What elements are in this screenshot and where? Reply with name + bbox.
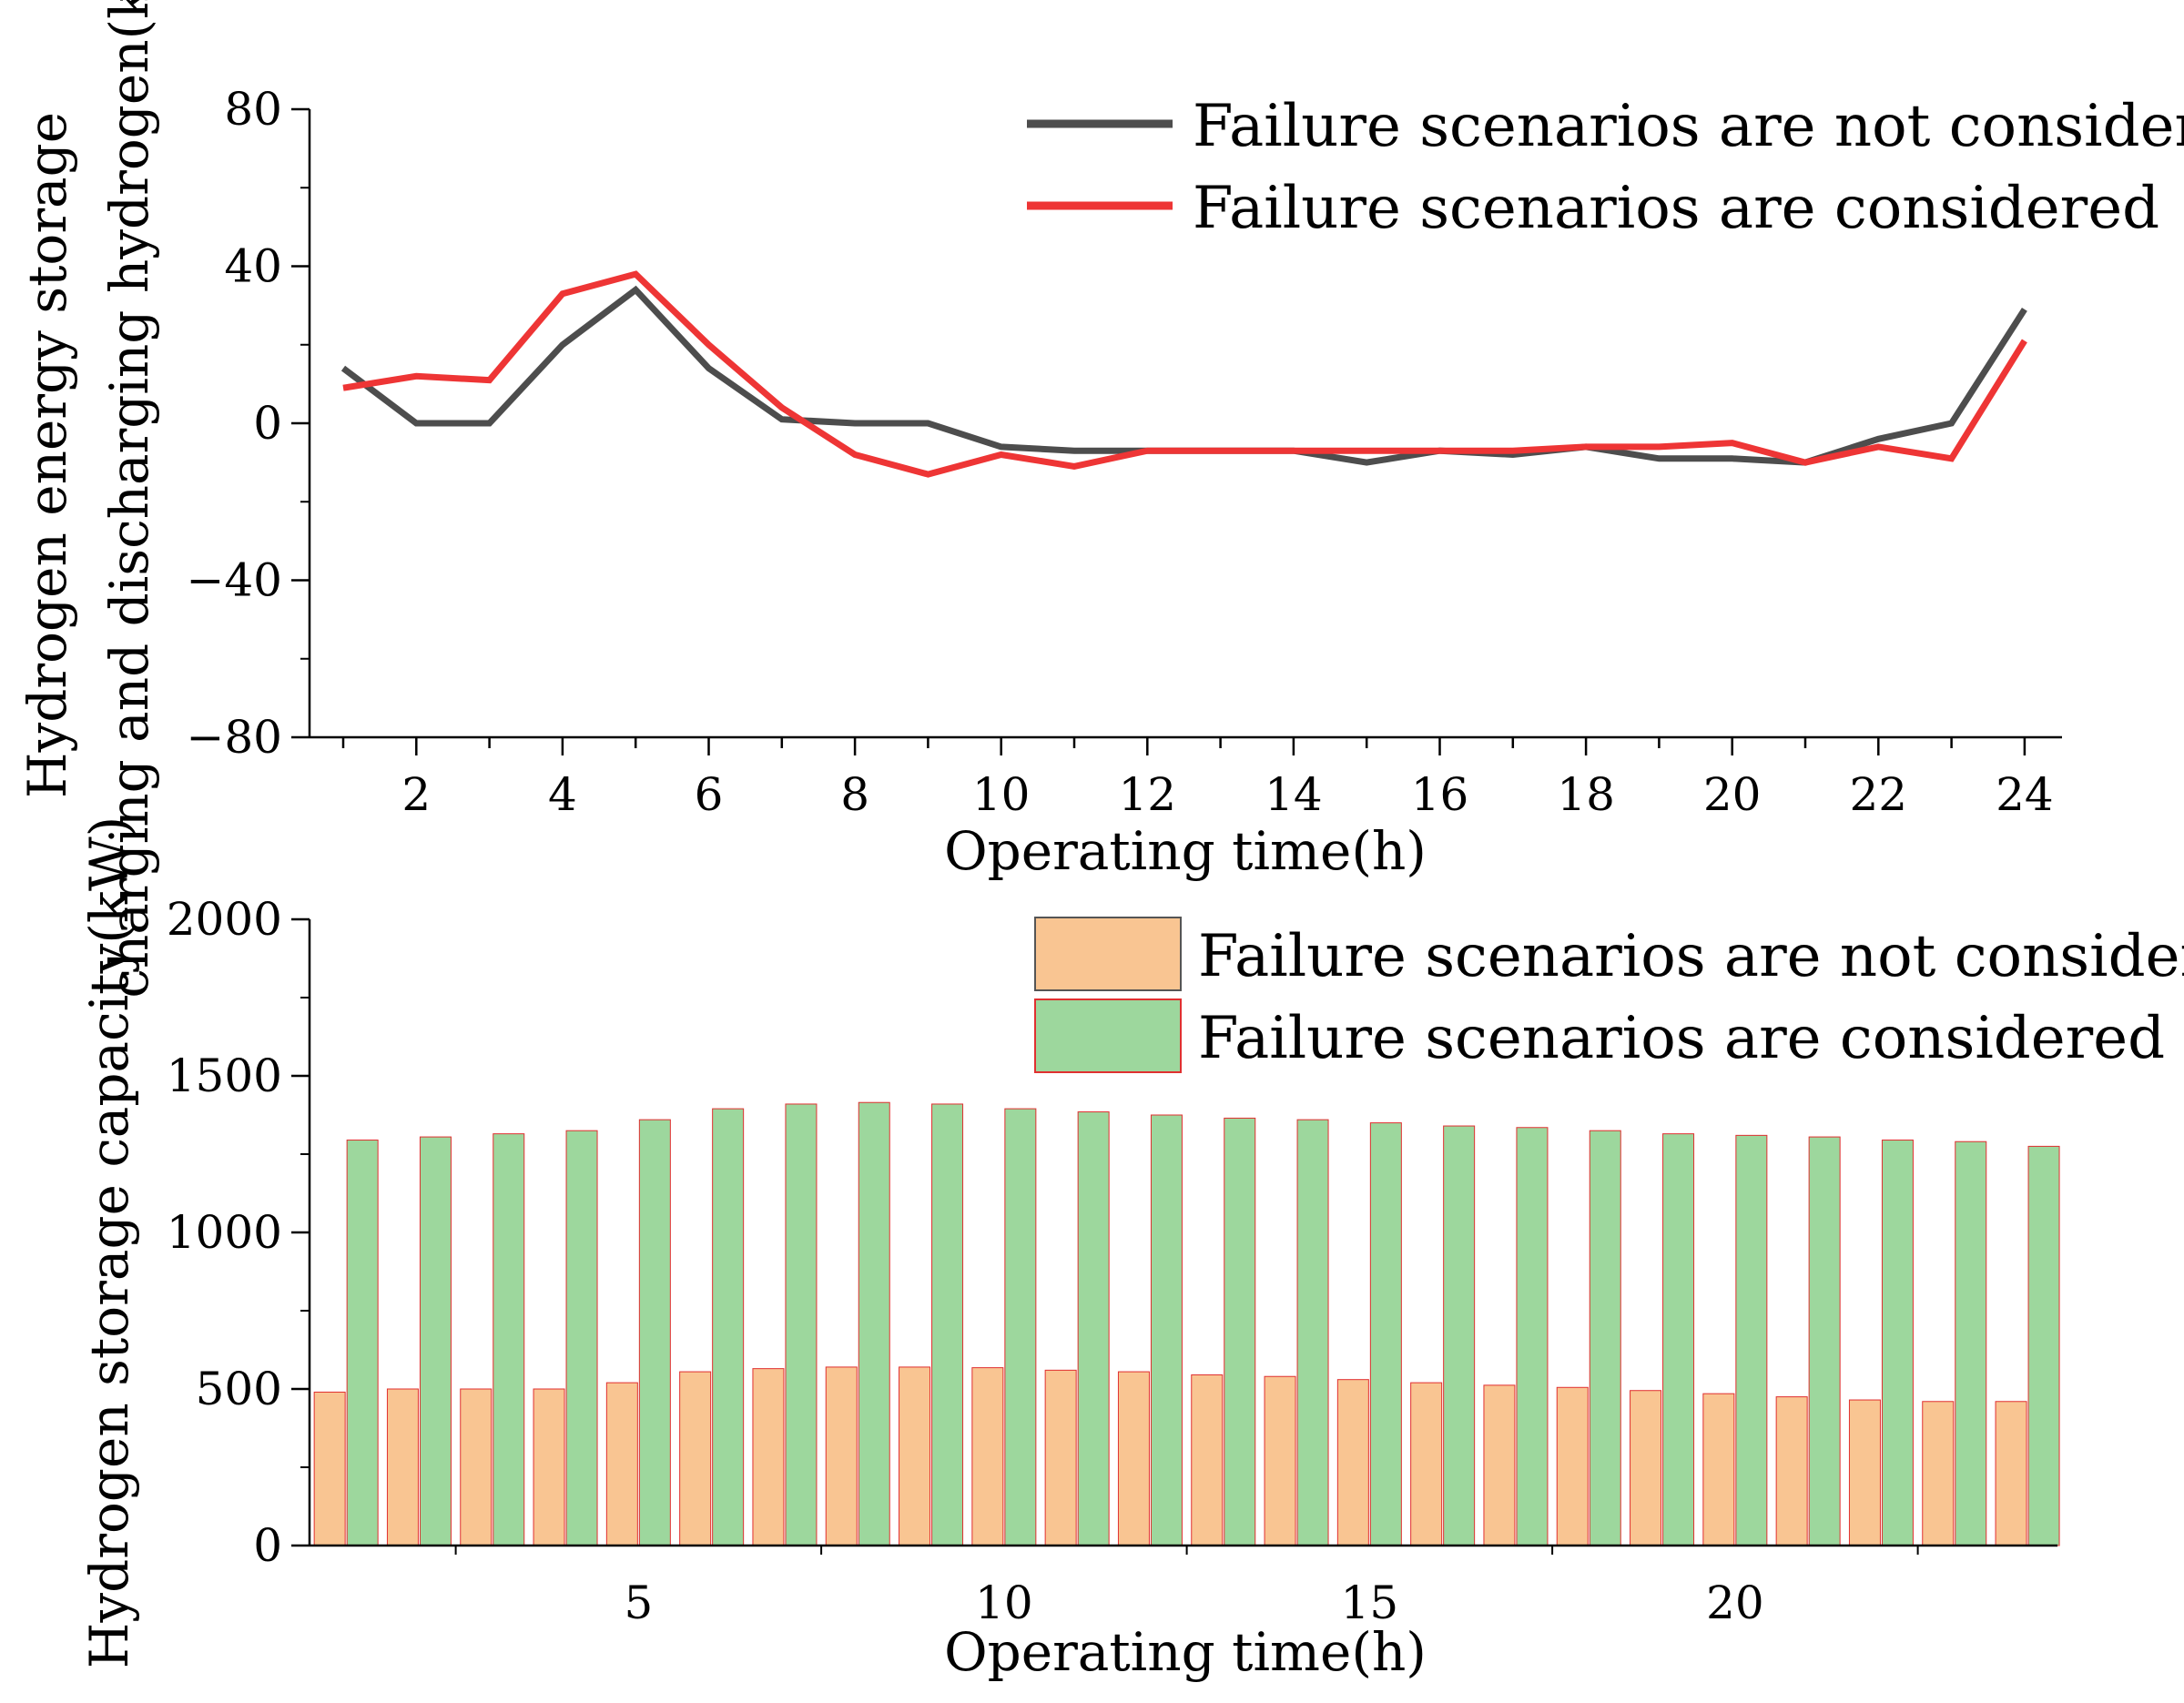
bar-chart-x-ticks: 5 10 15 20 bbox=[454, 1546, 1919, 1629]
line-chart-x-tick-label: 6 bbox=[695, 768, 724, 821]
legend-label-not-considered: Failure scenarios are not considered bbox=[1193, 93, 2184, 160]
bar-considered bbox=[1443, 1125, 1476, 1546]
bar-chart-x-tick-label: 20 bbox=[1706, 1576, 1764, 1629]
line-chart-x-tick-label: 12 bbox=[1118, 768, 1176, 821]
bar-considered bbox=[712, 1108, 745, 1546]
legend-bar-label-not-considered: Failure scenarios are not considered bbox=[1198, 923, 2184, 990]
bar-considered bbox=[638, 1119, 671, 1546]
bar-considered bbox=[346, 1140, 379, 1546]
bar-considered bbox=[1150, 1114, 1183, 1546]
bar-chart-bars bbox=[313, 1101, 2060, 1546]
bar-not-considered bbox=[752, 1368, 785, 1546]
bar-chart-x-tick-label: 15 bbox=[1341, 1576, 1399, 1629]
line-chart-x-tick-label: 16 bbox=[1411, 768, 1469, 821]
bar-not-considered bbox=[533, 1388, 565, 1546]
line-chart-x-tick-label: 22 bbox=[1849, 768, 1907, 821]
line-chart-x-tick-label: 4 bbox=[548, 768, 577, 821]
bar-considered bbox=[1369, 1122, 1402, 1546]
bar-considered bbox=[1735, 1134, 1768, 1546]
bar-not-considered bbox=[1117, 1371, 1150, 1546]
bar-not-considered bbox=[386, 1388, 419, 1546]
line-chart-y-tick-label: 80 bbox=[224, 83, 282, 136]
bar-chart-legend: Failure scenarios are not considered Fai… bbox=[1034, 917, 2184, 1073]
line-chart-x-tick-label: 8 bbox=[840, 768, 869, 821]
line-chart-x-tick-label: 10 bbox=[972, 768, 1031, 821]
bar-not-considered bbox=[1410, 1382, 1443, 1546]
bar-not-considered bbox=[1044, 1369, 1077, 1546]
bar-considered bbox=[1516, 1127, 1549, 1546]
line-chart-x-label: Operating time(h) bbox=[944, 820, 1427, 882]
bar-not-considered bbox=[1264, 1375, 1296, 1546]
bar-not-considered bbox=[679, 1371, 712, 1546]
bar-considered bbox=[565, 1130, 598, 1546]
bar-considered bbox=[931, 1103, 964, 1546]
bar-considered bbox=[1296, 1119, 1329, 1546]
bar-not-considered bbox=[825, 1366, 858, 1546]
bar-considered bbox=[1955, 1140, 1987, 1546]
bar-not-considered bbox=[1630, 1390, 1662, 1546]
bar-considered bbox=[1077, 1111, 1110, 1546]
line-chart-x-ticks: 2 4 6 8 10 12 14 16 18 20 22 24 bbox=[341, 737, 2054, 821]
bar-considered bbox=[419, 1136, 452, 1546]
bar-not-considered bbox=[1995, 1401, 2027, 1546]
bar-not-considered bbox=[1848, 1399, 1881, 1546]
bar-chart-x-label: Operating time(h) bbox=[944, 1621, 1427, 1683]
bar-considered bbox=[1662, 1133, 1695, 1546]
bar-considered bbox=[1881, 1140, 1914, 1546]
line-chart-y-ticks: −80 −40 0 40 80 bbox=[186, 83, 310, 764]
series-line-considered bbox=[342, 270, 2027, 478]
legend-label-considered: Failure scenarios are considered bbox=[1193, 175, 2159, 242]
bar-not-considered bbox=[1483, 1384, 1516, 1546]
line-chart-x-tick-label: 2 bbox=[401, 768, 431, 821]
bar-not-considered bbox=[460, 1388, 493, 1546]
line-chart-x-tick-label: 14 bbox=[1265, 768, 1323, 821]
line-chart-x-tick-label: 18 bbox=[1557, 768, 1615, 821]
legend-bar-label-considered: Failure scenarios are considered bbox=[1198, 1005, 2165, 1072]
line-chart-y-label-line1: Hydrogen energy storage bbox=[16, 112, 78, 798]
bar-not-considered bbox=[1191, 1374, 1224, 1546]
bar-chart-y-tick-label: 1500 bbox=[167, 1049, 282, 1102]
bar-considered bbox=[1004, 1108, 1037, 1546]
bar-chart-y-ticks: 0 500 1000 1500 2000 bbox=[167, 893, 310, 1572]
bar-chart-y-tick-label: 500 bbox=[196, 1363, 282, 1415]
line-chart-y-tick-label: 0 bbox=[253, 397, 282, 450]
bar-considered bbox=[858, 1101, 890, 1546]
bar-not-considered bbox=[1702, 1393, 1735, 1546]
series-line-not-considered bbox=[340, 285, 2027, 466]
line-chart-legend: Failure scenarios are not considered Fai… bbox=[1027, 93, 2184, 242]
bar-considered bbox=[2027, 1145, 2060, 1546]
bar-chart-y-tick-label: 1000 bbox=[167, 1206, 282, 1259]
bar-chart-y-label: Hydrogen storage capacity(kW) bbox=[78, 816, 140, 1668]
bar-not-considered bbox=[899, 1366, 931, 1546]
bar-considered bbox=[1589, 1130, 1621, 1546]
bar-not-considered bbox=[1336, 1379, 1369, 1546]
bar-chart-y-tick-label: 0 bbox=[253, 1519, 282, 1572]
line-chart-y-tick-label: −40 bbox=[186, 554, 282, 607]
bar-considered bbox=[785, 1103, 818, 1546]
line-chart-x-tick-label: 20 bbox=[1703, 768, 1762, 821]
bar-not-considered bbox=[1775, 1396, 1808, 1546]
bar-not-considered bbox=[605, 1382, 638, 1546]
bar-considered bbox=[493, 1133, 525, 1546]
line-chart-y-tick-label: −80 bbox=[186, 711, 282, 764]
line-chart-y-tick-label: 40 bbox=[224, 240, 282, 293]
line-chart-series bbox=[340, 270, 2027, 478]
bar-chart-x-tick-label: 5 bbox=[624, 1576, 653, 1629]
bar-chart-panel: 0 500 1000 1500 2000 5 10 15 20 Operating time(… bbox=[78, 816, 2184, 1683]
bar-not-considered bbox=[1922, 1401, 1955, 1546]
line-chart-x-tick-label: 24 bbox=[1996, 768, 2054, 821]
bar-chart-x-tick-label: 10 bbox=[975, 1576, 1033, 1629]
bar-chart-y-tick-label: 2000 bbox=[167, 893, 282, 946]
bar-not-considered bbox=[971, 1367, 1004, 1546]
bar-considered bbox=[1224, 1117, 1256, 1546]
bar-not-considered bbox=[1556, 1386, 1589, 1546]
legend-bar-swatch-not-considered bbox=[1034, 917, 1182, 991]
legend-bar-swatch-considered bbox=[1034, 998, 1182, 1073]
bar-considered bbox=[1808, 1136, 1841, 1546]
bar-not-considered bbox=[313, 1391, 346, 1546]
line-chart-y-label-line2: charging and discharging hydrogen(kW) bbox=[98, 0, 160, 998]
